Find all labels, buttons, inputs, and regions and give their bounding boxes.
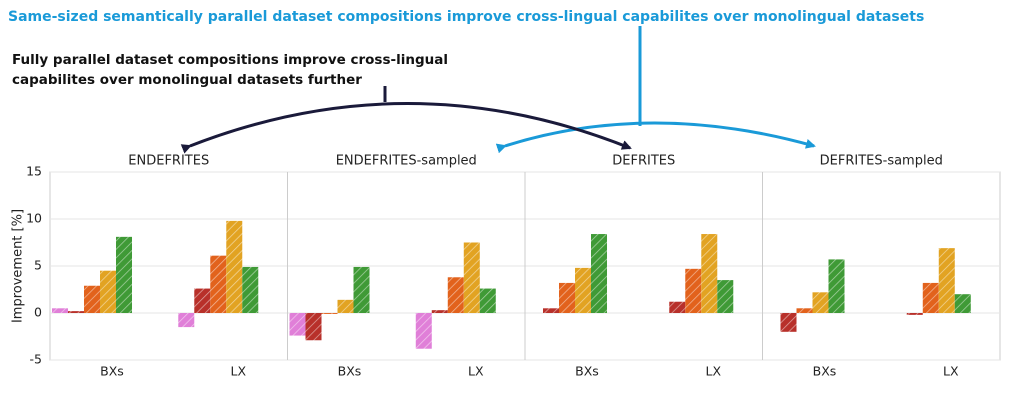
bar [447, 277, 464, 313]
x-tick-label: LX [231, 364, 247, 379]
bar [812, 292, 829, 313]
bar [717, 280, 734, 313]
annotation: capabilites over monolingual datasets fu… [12, 72, 362, 88]
bar [305, 313, 322, 341]
bar [84, 285, 101, 313]
facet-title: DEFRITES [612, 154, 675, 169]
bar [242, 266, 259, 313]
y-tick-label: 5 [34, 258, 42, 273]
bar [194, 288, 211, 313]
y-tick-label: 10 [26, 211, 42, 226]
bar [479, 288, 496, 313]
y-tick-label: 0 [34, 305, 42, 320]
bar [685, 268, 702, 313]
x-tick-label: BXs [338, 364, 362, 379]
bar [226, 220, 243, 313]
bar [938, 248, 955, 313]
bar [796, 308, 813, 313]
bar [68, 311, 85, 313]
bar [701, 234, 718, 313]
bar [210, 255, 227, 313]
facet-title: ENDEFRITES-sampled [336, 154, 477, 169]
x-tick-label: LX [943, 364, 959, 379]
bar [52, 308, 69, 313]
bar [575, 267, 592, 313]
bar [591, 234, 608, 313]
bar [415, 313, 432, 349]
bar [780, 313, 797, 332]
facet-title: ENDEFRITES [128, 154, 209, 169]
bar [954, 294, 971, 313]
bar [543, 308, 560, 313]
bar [906, 313, 923, 315]
bar [431, 310, 448, 313]
x-tick-label: BXs [100, 364, 124, 379]
bar [559, 282, 576, 313]
y-tick-label: -5 [30, 352, 42, 367]
bar [337, 299, 354, 313]
bar [463, 242, 480, 313]
annotation: Same-sized semantically parallel dataset… [8, 9, 924, 25]
y-tick-label: 15 [26, 164, 42, 179]
bar [178, 313, 195, 328]
bar [353, 266, 370, 313]
bar [669, 301, 686, 313]
arrow [180, 102, 632, 154]
arrow [495, 121, 816, 154]
bar [116, 236, 133, 313]
x-tick-label: LX [706, 364, 722, 379]
annotation: Fully parallel dataset compositions impr… [12, 52, 448, 68]
bar [922, 282, 939, 313]
y-axis-label: Improvement [%] [11, 209, 26, 323]
bar [321, 313, 338, 314]
x-tick-label: LX [468, 364, 484, 379]
bar [289, 313, 306, 336]
bar [100, 270, 117, 313]
bar [828, 259, 845, 313]
facet-title: DEFRITES-sampled [820, 154, 943, 169]
x-tick-label: BXs [813, 364, 837, 379]
x-tick-label: BXs [575, 364, 599, 379]
